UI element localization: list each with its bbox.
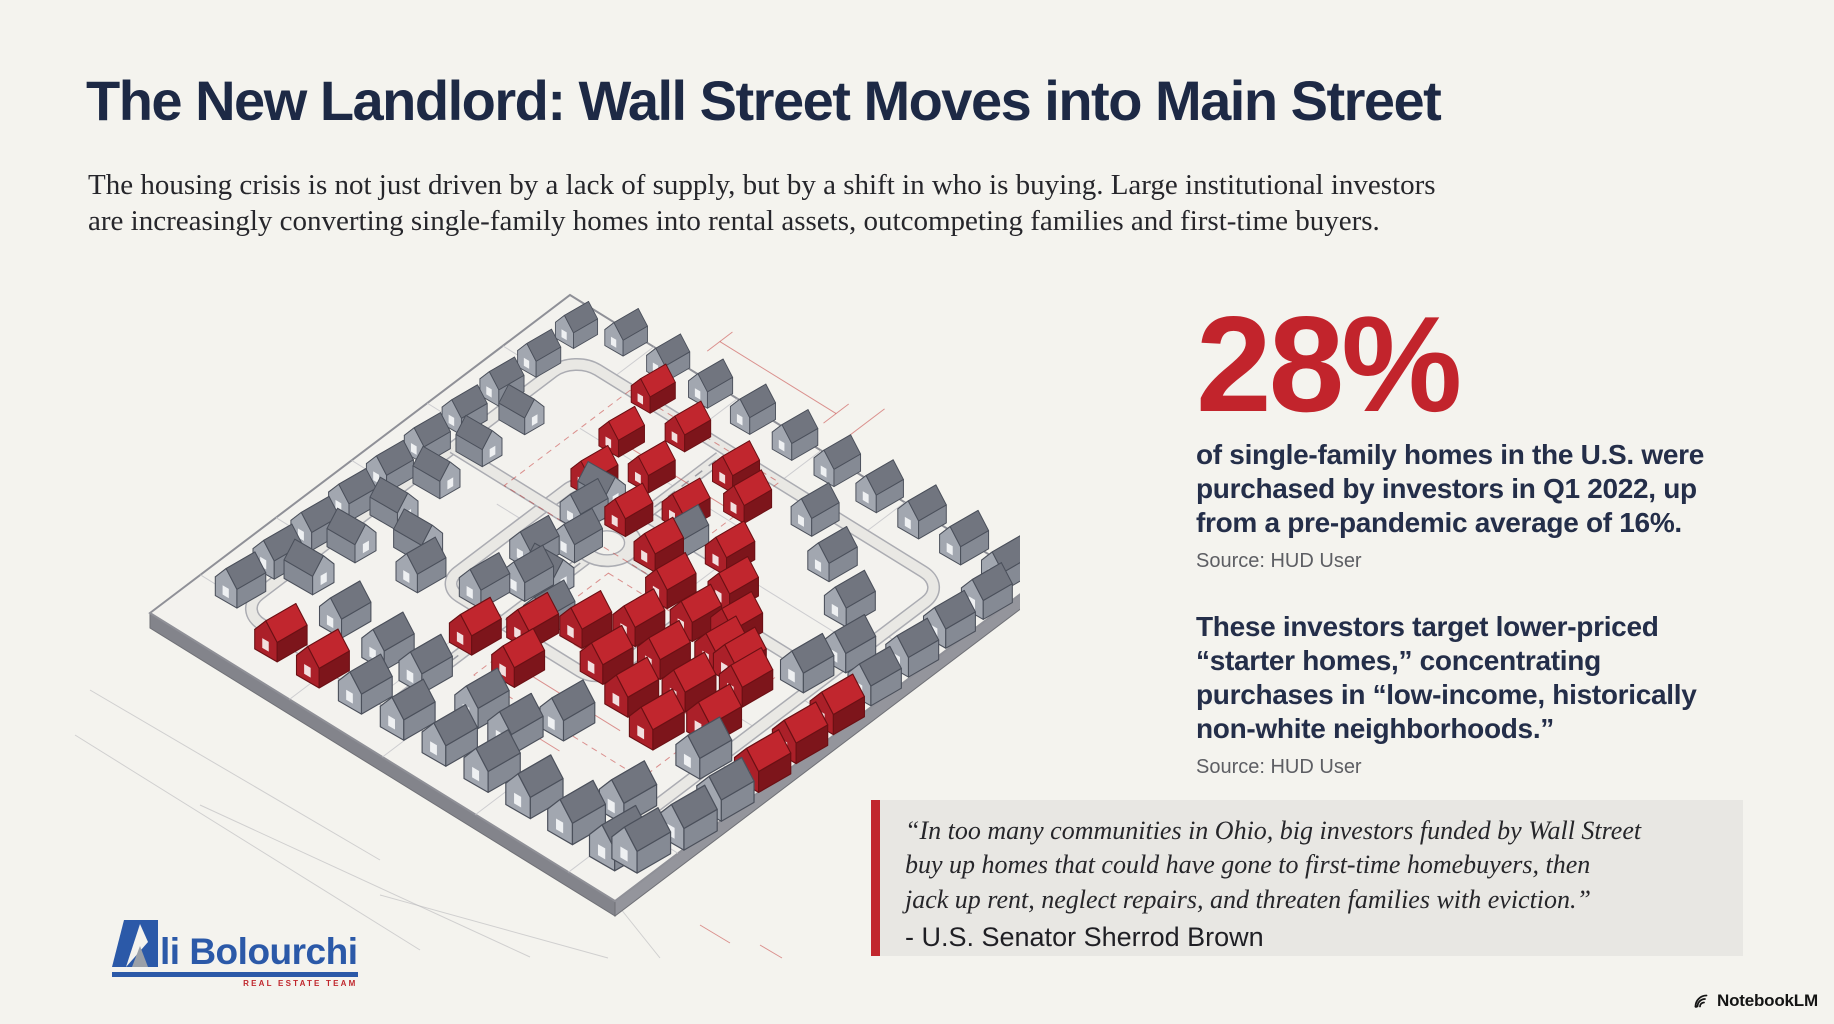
notebooklm-watermark: NotebookLM (1692, 991, 1818, 1011)
stat-source-1: Source: HUD User (1196, 549, 1362, 572)
red-survey-marks (700, 925, 782, 958)
quote-accent-bar (871, 800, 880, 956)
stat-block-2: These investors target lower-priced “sta… (1196, 604, 1697, 779)
neighborhood-illustration (60, 260, 1020, 960)
notebooklm-icon (1694, 994, 1708, 1008)
stat-source-2: Source: HUD User (1196, 755, 1362, 778)
stat-description-2: These investors target lower-priced “sta… (1196, 611, 1697, 744)
stat-value-28: 28% (1196, 288, 1462, 440)
stat-block-1: 28% of single-family homes in the U.S. w… (1196, 296, 1704, 573)
brand-logo-a-icon (112, 920, 158, 967)
quote-text: “In too many communities in Ohio, big in… (905, 816, 1642, 914)
neighborhood-svg (60, 260, 1020, 960)
brand-logo-tagline: REAL ESTATE TEAM (243, 979, 358, 988)
stat-description-1: of single-family homes in the U.S. were … (1196, 439, 1704, 538)
brand-logo-main: li Bolourchi (112, 920, 358, 977)
notebooklm-label: NotebookLM (1717, 991, 1818, 1010)
quote-box: “In too many communities in Ohio, big in… (871, 800, 1743, 956)
page-subtitle: The housing crisis is not just driven by… (88, 169, 1436, 237)
sketch-lines (74, 689, 661, 959)
brand-logo: li Bolourchi REAL ESTATE TEAM (112, 920, 358, 988)
quote-attribution: - U.S. Senator Sherrod Brown (905, 922, 1264, 952)
brand-logo-text: li Bolourchi (160, 931, 358, 972)
page-title: The New Landlord: Wall Street Moves into… (86, 69, 1442, 132)
